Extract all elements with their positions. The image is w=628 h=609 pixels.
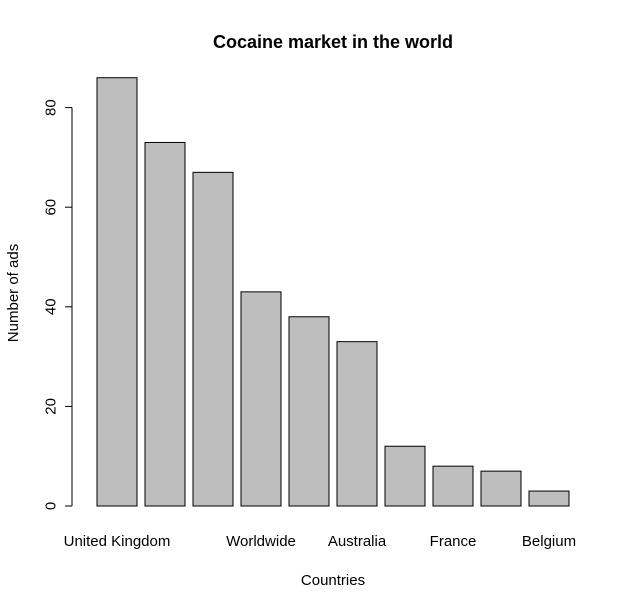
y-tick-label: 80: [43, 99, 60, 116]
x-axis-label: Countries: [301, 572, 365, 589]
y-axis-label: Number of ads: [5, 244, 22, 342]
y-tick-label: 20: [43, 398, 60, 415]
x-tick-label: Belgium: [522, 533, 576, 550]
bar: [96, 77, 138, 507]
bar: [240, 291, 282, 507]
x-tick-labels: United Kingdom Worldwide Australia France Be…: [64, 533, 576, 550]
x-tick-label: France: [430, 533, 477, 550]
bar: [192, 171, 234, 507]
chart-title: Cocaine market in the world: [213, 32, 453, 52]
bar: [336, 341, 378, 507]
bar: [528, 490, 570, 507]
bar: [480, 470, 522, 507]
x-tick-label: Worldwide: [226, 533, 296, 550]
y-tick-label: 0: [43, 502, 60, 510]
bars-group: [96, 77, 570, 507]
y-tick-label: 60: [43, 199, 60, 216]
bar: [384, 445, 426, 507]
x-tick-label: United Kingdom: [64, 533, 171, 550]
bar: [288, 316, 330, 507]
bar: [432, 465, 474, 507]
x-tick-label: Australia: [328, 533, 387, 550]
y-tick-label: 40: [43, 298, 60, 315]
bar: [144, 141, 186, 507]
y-axis: 0 20 40 60 80: [43, 99, 73, 510]
